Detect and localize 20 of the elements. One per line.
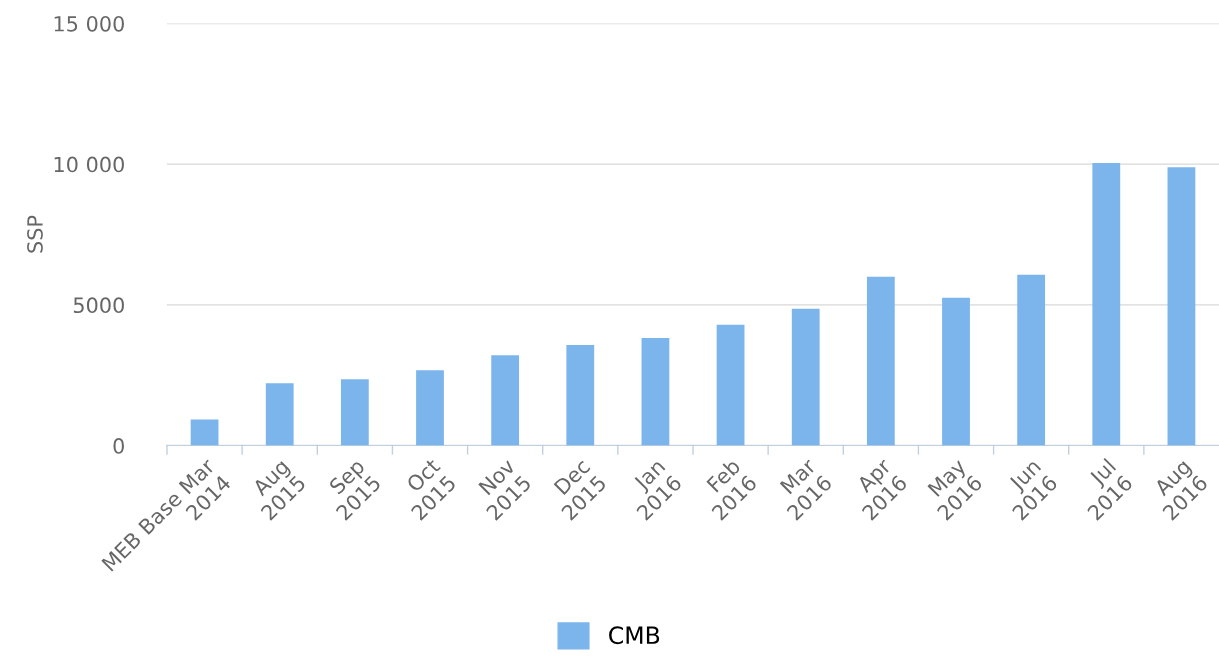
y-tick-label: 5000 xyxy=(73,297,124,314)
bar xyxy=(416,370,444,446)
bar xyxy=(1092,163,1121,446)
bar xyxy=(641,338,670,446)
bar xyxy=(190,419,219,446)
y-axis-title: SSP xyxy=(27,215,43,253)
bar xyxy=(716,324,745,446)
y-tick-label: 10 000 xyxy=(54,156,124,173)
bar xyxy=(491,355,520,446)
bar xyxy=(1017,274,1046,446)
bar xyxy=(265,383,294,446)
bar xyxy=(791,308,820,446)
legend-label: CMB xyxy=(609,626,660,645)
bar xyxy=(866,276,895,446)
y-tick-label: 15 000 xyxy=(54,15,124,32)
bar xyxy=(566,345,595,446)
y-tick-label: 0 xyxy=(113,438,124,454)
bar xyxy=(942,297,970,446)
bar xyxy=(1167,167,1196,446)
bar xyxy=(340,379,369,446)
